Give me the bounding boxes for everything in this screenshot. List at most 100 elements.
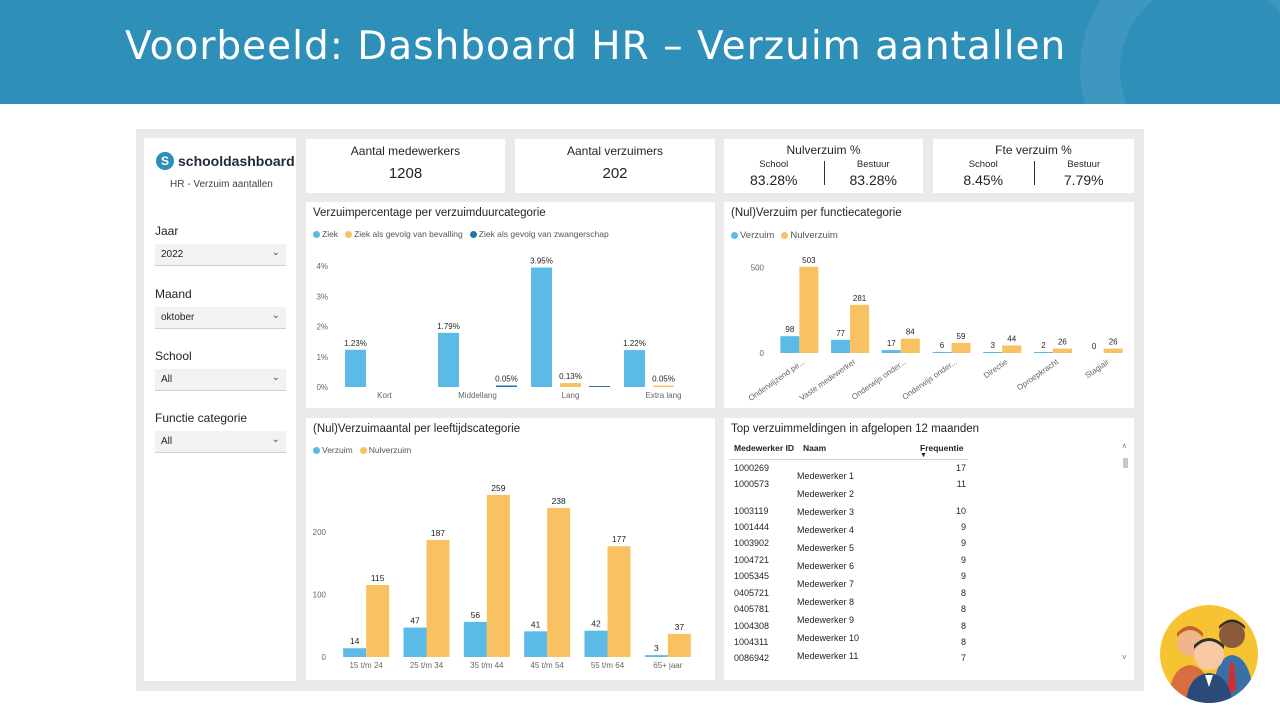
cell-naam[interactable]: Medewerker 10 — [797, 633, 860, 643]
decorative-circle — [1080, 0, 1280, 104]
bar[interactable] — [607, 546, 631, 657]
legend-item[interactable]: Ziek als gevolg van zwangerschap — [469, 229, 609, 239]
cell-frequentie[interactable]: 10 — [955, 506, 966, 516]
cell-naam[interactable]: Medewerker 4 — [797, 525, 855, 535]
bar[interactable] — [850, 304, 870, 353]
cell-frequentie[interactable]: 8 — [960, 588, 966, 598]
cell-frequentie[interactable]: 8 — [960, 637, 966, 647]
filter-select-school[interactable]: All ⌄ — [155, 369, 286, 391]
column-header-frequentie[interactable]: Frequentie ▼ — [920, 443, 963, 459]
filter-select-functie[interactable]: All ⌄ — [155, 431, 286, 453]
cell-naam[interactable]: Medewerker 2 — [797, 489, 855, 499]
legend-item[interactable]: Nulverzuim — [359, 445, 411, 455]
bar[interactable] — [1103, 348, 1123, 353]
bar[interactable] — [589, 386, 610, 387]
bar[interactable] — [426, 539, 450, 657]
column-header-label: Frequentie — [920, 443, 964, 453]
cell-frequentie[interactable]: 7 — [960, 653, 966, 663]
cell-id[interactable]: 0086942 — [734, 653, 770, 663]
bar[interactable] — [560, 383, 581, 387]
data-label: 84 — [906, 328, 915, 337]
bar[interactable] — [403, 627, 427, 657]
bar[interactable] — [584, 630, 608, 657]
bar[interactable] — [951, 342, 971, 353]
bar[interactable] — [345, 349, 366, 387]
data-label: 17 — [887, 339, 896, 348]
cell-naam[interactable]: Medewerker 1 — [797, 471, 855, 481]
y-tick-label: 0 — [760, 349, 765, 358]
legend-item[interactable]: Ziek als gevolg van bevalling — [345, 229, 463, 239]
bar[interactable] — [983, 352, 1003, 353]
cell-id[interactable]: 0405721 — [734, 588, 770, 598]
bar[interactable] — [1002, 345, 1022, 353]
bar[interactable] — [831, 339, 851, 353]
cell-naam[interactable]: Medewerker 3 — [797, 507, 855, 517]
cell-naam[interactable]: Medewerker 5 — [797, 543, 855, 553]
filter-select-jaar[interactable]: 2022 ⌄ — [155, 244, 286, 266]
bar[interactable] — [667, 633, 691, 657]
legend-dot — [345, 231, 353, 238]
bar[interactable] — [900, 338, 920, 353]
cell-naam[interactable]: Medewerker 11 — [797, 651, 859, 661]
scroll-up-icon[interactable]: ˄ — [1122, 442, 1127, 451]
bar[interactable] — [644, 655, 668, 657]
cell-frequentie[interactable]: 8 — [960, 621, 966, 631]
bar[interactable] — [366, 585, 390, 657]
cell-id[interactable]: 1004308 — [734, 621, 770, 631]
cell-frequentie[interactable]: 9 — [960, 538, 966, 548]
vertical-scrollbar[interactable]: ˄ ˅ — [1121, 442, 1129, 662]
column-header-naam[interactable]: Naam — [803, 443, 827, 453]
cell-id[interactable]: 1004721 — [734, 555, 770, 565]
column-header-id[interactable]: Medewerker ID — [734, 443, 794, 453]
bar[interactable] — [1052, 348, 1072, 353]
bar[interactable] — [799, 266, 819, 353]
bar[interactable] — [531, 267, 552, 387]
kpi-bestuur-label: Bestuur — [1067, 159, 1101, 170]
cell-id[interactable]: 1004311 — [734, 637, 769, 647]
scrollbar-thumb[interactable] — [1123, 458, 1128, 468]
legend-item[interactable]: Verzuim — [313, 445, 353, 455]
bar[interactable] — [438, 332, 459, 387]
kpi-bestuur-value: 7.79% — [1063, 172, 1104, 188]
bar[interactable] — [547, 508, 571, 657]
cell-naam[interactable]: Medewerker 7 — [797, 579, 855, 589]
cell-frequentie[interactable]: 17 — [955, 463, 966, 473]
cell-frequentie[interactable]: 11 — [956, 479, 966, 489]
cell-id[interactable]: 1001444 — [734, 522, 770, 532]
bar[interactable] — [653, 385, 674, 387]
legend-item[interactable]: Ziek — [313, 229, 338, 239]
bar[interactable] — [881, 350, 901, 353]
bar[interactable] — [624, 350, 645, 387]
legend-item[interactable]: Verzuim — [731, 230, 774, 241]
cell-id[interactable]: 1003902 — [734, 538, 770, 548]
data-label: 0.13% — [559, 372, 582, 381]
bar[interactable] — [463, 621, 487, 657]
scroll-down-icon[interactable]: ˅ — [1122, 653, 1127, 662]
cell-frequentie[interactable]: 9 — [960, 522, 966, 532]
x-tick-label: 15 t/m 24 — [349, 661, 383, 670]
filter-select-maand[interactable]: oktober ⌄ — [155, 307, 286, 329]
bar[interactable] — [496, 385, 517, 387]
kpi-bestuur: Bestuur 7.79% — [1034, 159, 1135, 188]
cell-id[interactable]: 1000269 — [734, 463, 770, 473]
cell-id[interactable]: 1003119 — [734, 506, 769, 516]
cell-naam[interactable]: Medewerker 9 — [797, 615, 855, 625]
data-label: 1.23% — [344, 339, 367, 348]
bar[interactable] — [524, 631, 548, 657]
cell-frequentie[interactable]: 9 — [960, 571, 966, 581]
cell-id[interactable]: 1000573 — [734, 479, 770, 489]
cell-frequentie[interactable]: 8 — [960, 604, 966, 614]
cell-id[interactable]: 1005345 — [734, 571, 770, 581]
bar[interactable] — [780, 336, 800, 353]
cell-naam[interactable]: Medewerker 8 — [797, 597, 855, 607]
bar[interactable] — [343, 648, 367, 657]
bar[interactable] — [486, 494, 510, 657]
data-label: 98 — [785, 325, 794, 334]
filter-value: oktober — [161, 312, 195, 323]
bar[interactable] — [1033, 352, 1053, 353]
cell-id[interactable]: 0405781 — [734, 604, 770, 614]
cell-frequentie[interactable]: 9 — [960, 555, 966, 565]
legend-item[interactable]: Nulverzuim — [781, 230, 838, 241]
bar[interactable] — [932, 351, 952, 353]
cell-naam[interactable]: Medewerker 6 — [797, 561, 855, 571]
